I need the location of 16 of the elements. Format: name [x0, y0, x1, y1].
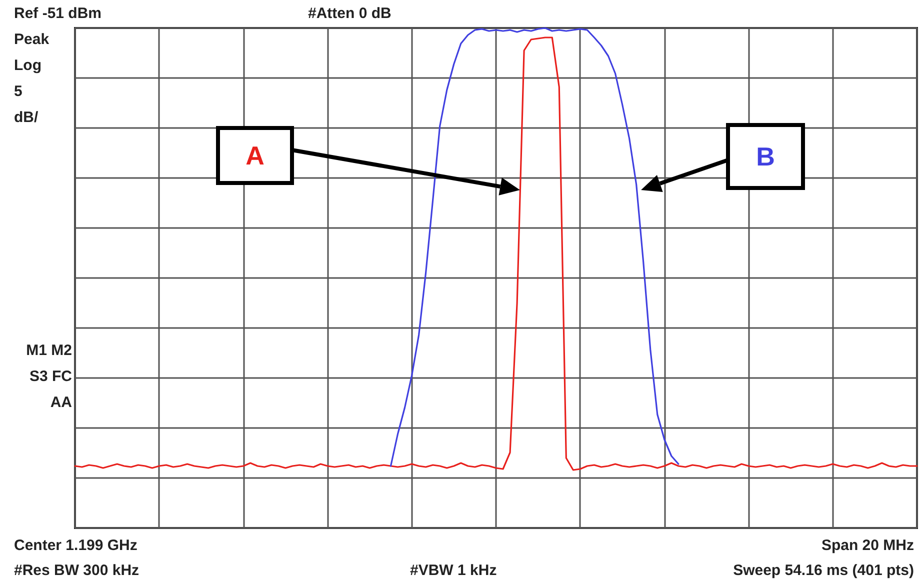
text: S3 FC: [29, 368, 72, 385]
text: Span 20 MHz: [821, 537, 914, 554]
text: 5: [14, 83, 22, 100]
text: Log: [14, 57, 42, 74]
text: Center 1.199 GHz: [14, 537, 138, 554]
text: M1 M2: [26, 342, 72, 359]
text: #VBW 1 kHz: [410, 562, 497, 579]
text: #Atten 0 dB: [308, 5, 392, 22]
text: #Res BW 300 kHz: [14, 562, 140, 579]
text: A: [246, 140, 265, 170]
text: dB/: [14, 109, 39, 126]
text: Ref -51 dBm: [14, 5, 102, 22]
text: B: [756, 142, 775, 172]
text: Peak: [14, 31, 50, 48]
text: Sweep 54.16 ms (401 pts): [733, 562, 914, 579]
text: AA: [50, 394, 72, 411]
